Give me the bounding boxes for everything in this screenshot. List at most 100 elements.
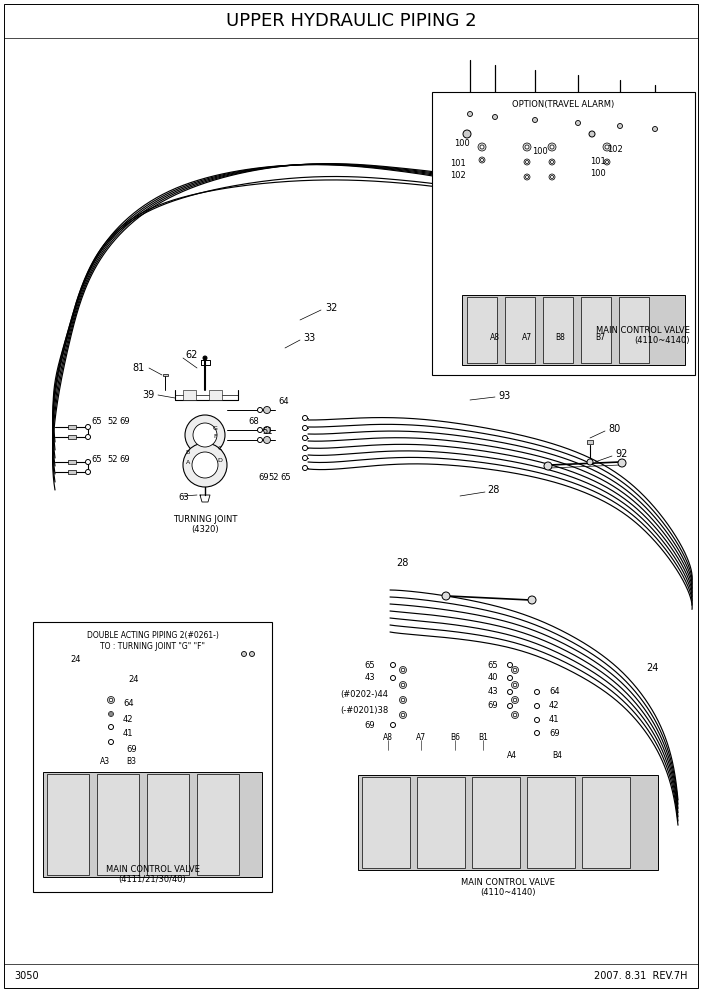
Circle shape xyxy=(534,689,540,694)
Text: 3050: 3050 xyxy=(14,971,39,981)
Text: C: C xyxy=(218,445,223,450)
Circle shape xyxy=(303,435,307,440)
Circle shape xyxy=(303,455,307,460)
Circle shape xyxy=(526,176,529,179)
Text: 69: 69 xyxy=(126,745,137,754)
Text: 24: 24 xyxy=(646,663,658,673)
Text: 42: 42 xyxy=(549,701,559,710)
Text: 100: 100 xyxy=(454,140,470,149)
Circle shape xyxy=(399,667,406,674)
Polygon shape xyxy=(587,440,593,443)
Text: 100: 100 xyxy=(532,148,548,157)
Circle shape xyxy=(402,698,405,701)
Circle shape xyxy=(185,415,225,455)
Bar xyxy=(183,390,196,400)
Circle shape xyxy=(390,663,395,668)
Text: 69: 69 xyxy=(119,455,131,464)
Circle shape xyxy=(463,130,471,138)
Text: 52: 52 xyxy=(268,472,279,481)
Text: 64: 64 xyxy=(278,398,289,407)
Circle shape xyxy=(263,427,270,434)
Text: 69: 69 xyxy=(119,418,131,427)
Circle shape xyxy=(652,127,658,132)
Circle shape xyxy=(525,145,529,149)
Circle shape xyxy=(512,696,519,703)
Text: MAIN CONTROL VALVE
(4111/21/30/40): MAIN CONTROL VALVE (4111/21/30/40) xyxy=(105,865,199,884)
Circle shape xyxy=(390,676,395,681)
Text: 69: 69 xyxy=(258,472,269,481)
Circle shape xyxy=(549,159,555,165)
Circle shape xyxy=(524,174,530,180)
Circle shape xyxy=(110,713,112,715)
Text: MAIN CONTROL VALVE
(4110~4140): MAIN CONTROL VALVE (4110~4140) xyxy=(461,878,555,898)
Text: 81: 81 xyxy=(133,363,145,373)
Text: (#0202-)44: (#0202-)44 xyxy=(340,690,388,699)
Circle shape xyxy=(534,730,540,735)
Circle shape xyxy=(589,131,595,137)
Text: A: A xyxy=(186,459,190,464)
Circle shape xyxy=(109,711,114,716)
Circle shape xyxy=(533,117,538,122)
Text: MAIN CONTROL VALVE
(4110~4140): MAIN CONTROL VALVE (4110~4140) xyxy=(596,325,690,345)
Circle shape xyxy=(402,713,405,717)
Circle shape xyxy=(480,145,484,149)
Circle shape xyxy=(513,698,517,701)
Polygon shape xyxy=(68,460,76,464)
Circle shape xyxy=(534,717,540,722)
Text: 32: 32 xyxy=(325,303,338,313)
Text: 92: 92 xyxy=(615,449,628,459)
Text: B1: B1 xyxy=(478,733,488,742)
Text: 52: 52 xyxy=(107,418,118,427)
Text: A7: A7 xyxy=(416,733,426,742)
Circle shape xyxy=(587,459,593,465)
Circle shape xyxy=(550,176,553,179)
Text: B3: B3 xyxy=(126,758,136,767)
Polygon shape xyxy=(68,470,76,474)
Text: 65: 65 xyxy=(280,472,291,481)
Circle shape xyxy=(107,696,114,703)
Text: 2007. 8.31  REV.7H: 2007. 8.31 REV.7H xyxy=(595,971,688,981)
Text: 93: 93 xyxy=(498,391,510,401)
Text: 102: 102 xyxy=(607,146,623,155)
Text: 68: 68 xyxy=(248,418,259,427)
Text: A3: A3 xyxy=(100,758,110,767)
Circle shape xyxy=(480,159,484,162)
Bar xyxy=(527,777,575,868)
Bar xyxy=(467,297,497,363)
Text: A8: A8 xyxy=(383,733,393,742)
Circle shape xyxy=(478,143,486,151)
Circle shape xyxy=(603,143,611,151)
Circle shape xyxy=(241,652,246,657)
Circle shape xyxy=(402,683,405,686)
Circle shape xyxy=(548,143,556,151)
Text: 65: 65 xyxy=(364,661,375,670)
Circle shape xyxy=(479,157,485,163)
Circle shape xyxy=(576,120,581,126)
Circle shape xyxy=(263,436,270,443)
Text: A4: A4 xyxy=(507,752,517,761)
Text: 28: 28 xyxy=(396,558,408,568)
Circle shape xyxy=(508,703,512,708)
Circle shape xyxy=(618,459,626,467)
Bar xyxy=(97,774,139,875)
Circle shape xyxy=(86,425,91,430)
Text: TO : TURNING JOINT "G" "F": TO : TURNING JOINT "G" "F" xyxy=(100,642,205,651)
Circle shape xyxy=(513,713,517,717)
Circle shape xyxy=(618,123,623,129)
Text: 65: 65 xyxy=(91,418,102,427)
Polygon shape xyxy=(68,425,76,430)
Text: 101: 101 xyxy=(450,160,465,169)
Bar xyxy=(209,390,222,400)
Circle shape xyxy=(550,161,553,164)
Text: 69: 69 xyxy=(364,720,375,729)
Circle shape xyxy=(513,683,517,686)
Text: OPTION(TRAVEL ALARM): OPTION(TRAVEL ALARM) xyxy=(512,100,615,109)
Circle shape xyxy=(606,161,609,164)
Polygon shape xyxy=(68,434,76,439)
Circle shape xyxy=(258,437,263,442)
Circle shape xyxy=(523,143,531,151)
Bar xyxy=(362,777,410,868)
Text: 24: 24 xyxy=(70,656,81,665)
Circle shape xyxy=(508,676,512,681)
Text: 28: 28 xyxy=(487,485,499,495)
